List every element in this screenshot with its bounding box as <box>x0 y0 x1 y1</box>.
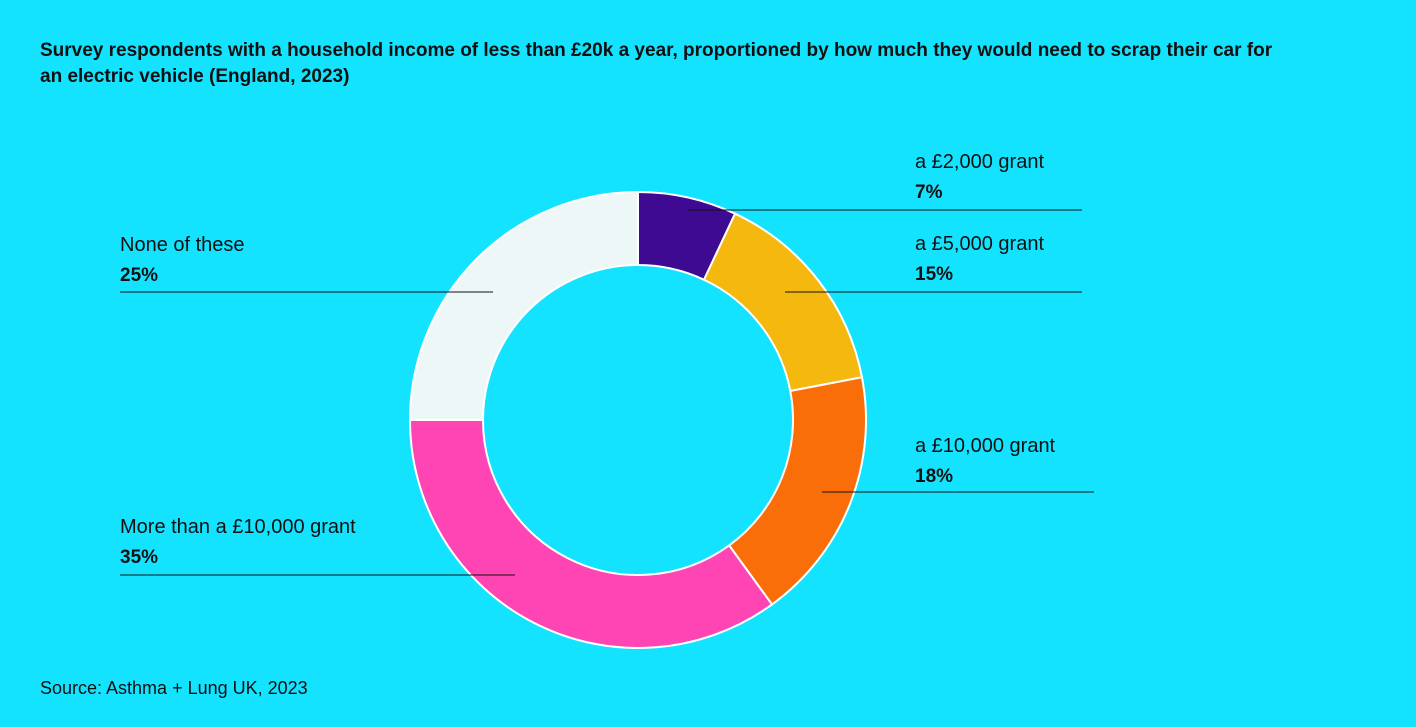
value-label: 18% <box>915 466 953 487</box>
value-label: 35% <box>120 547 158 568</box>
value-label: 7% <box>915 182 943 203</box>
slice <box>727 376 867 606</box>
slice <box>408 419 774 649</box>
source: Source: Asthma + Lung UK, 2023 <box>40 678 308 698</box>
slice-label: a £10,000 grant <box>915 435 1056 457</box>
slice <box>408 190 639 421</box>
slice-label: More than a £10,000 grant <box>120 516 356 538</box>
slice-label: None of these <box>120 234 245 256</box>
value-label: 15% <box>915 264 953 285</box>
value-label: 25% <box>120 265 158 286</box>
slice <box>702 212 864 393</box>
slice-label: a £2,000 grant <box>915 151 1044 173</box>
chart-title: Survey respondents with a household inco… <box>40 40 1273 87</box>
slice-label: a £5,000 grant <box>915 233 1044 255</box>
